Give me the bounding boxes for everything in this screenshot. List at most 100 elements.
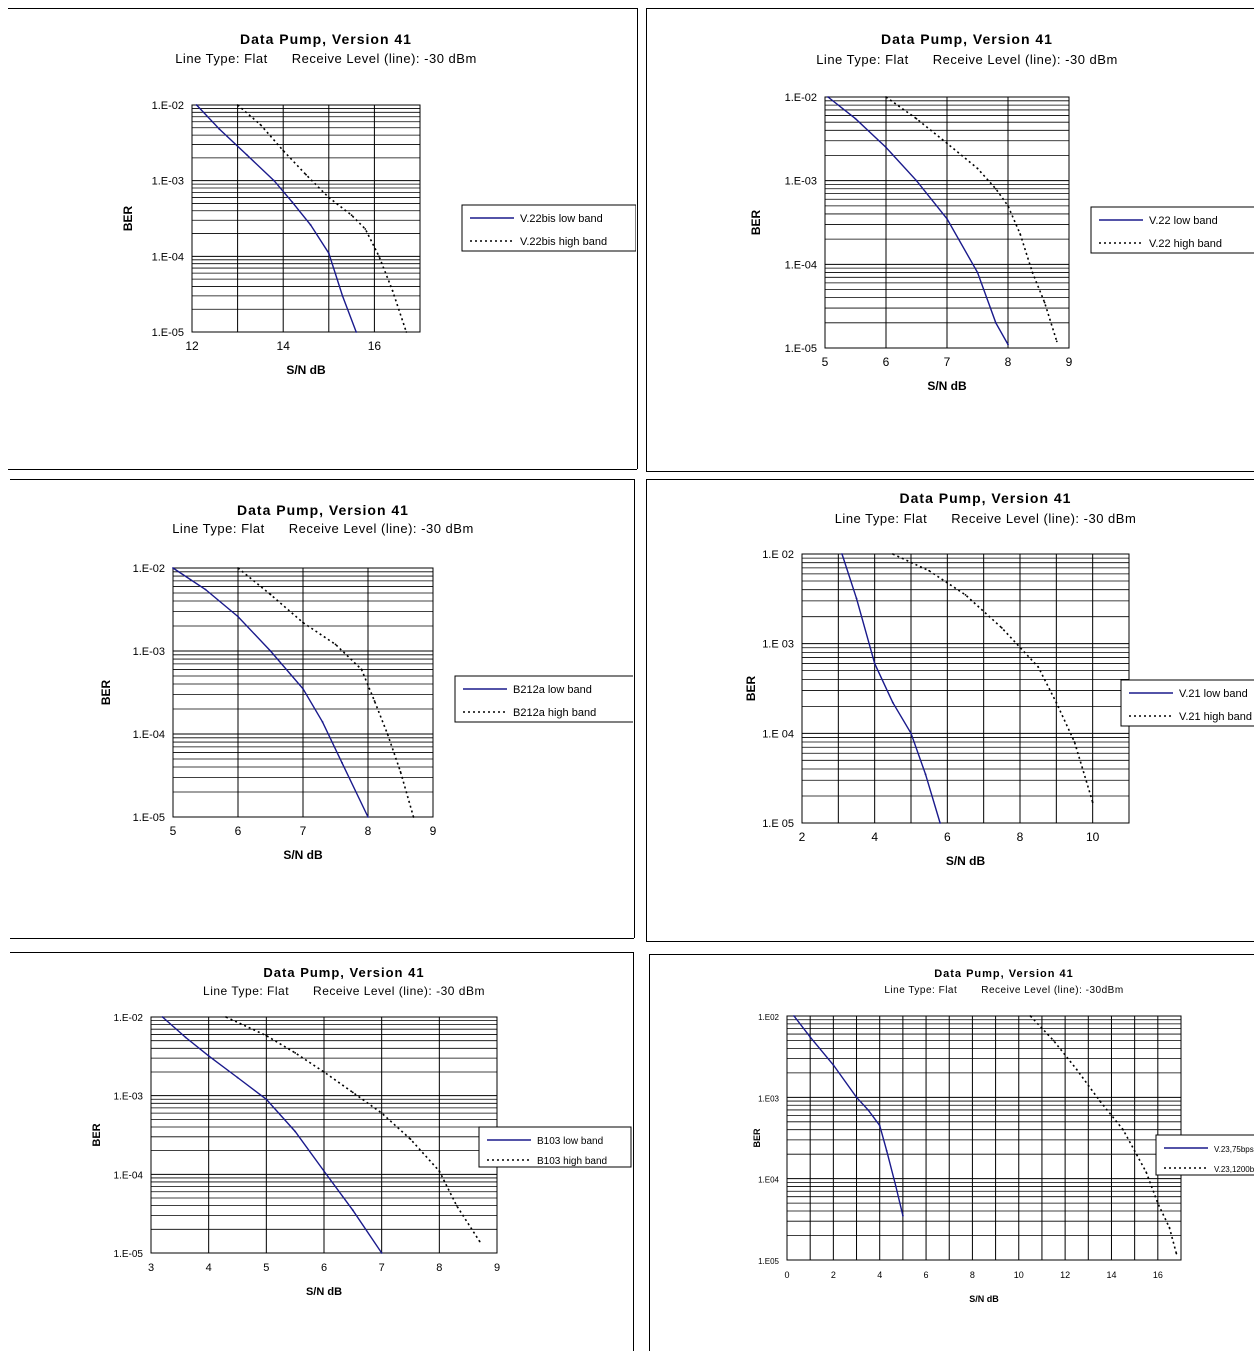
series-line [1029,1015,1178,1254]
data-point [873,662,876,665]
chart-subtitle: Line Type: Flat Receive Level (line): -30… [835,511,1137,526]
y-tick-label: 1.E-05 [114,1249,144,1260]
data-point [878,1124,881,1127]
data-point [1175,1252,1178,1255]
y-tick-label: 1.E-04 [785,259,817,271]
x-tick-label: 6 [924,1270,929,1280]
divider [8,469,637,470]
chart-title: Data Pump, Version 41 [881,31,1053,47]
data-point [928,569,931,572]
y-axis-label: BER [99,680,113,706]
legend-box [478,1126,632,1168]
chart-svg: Data Pump, Version 41 Line Type: Flat Rece… [752,968,1254,1304]
x-tick-label: 10 [1086,830,1100,844]
x-axis-label: S/N dB [286,363,326,377]
divider [646,941,1254,942]
plot-area [786,1015,1182,1261]
x-tick-label: 7 [300,824,307,838]
divider [649,954,650,1351]
x-tick-label: 4 [877,1270,882,1280]
data-point [386,733,389,735]
chart-panel: Data Pump, Version 41 Line Type: Flat Rece… [12,481,633,937]
x-tick-label: 8 [365,824,372,838]
data-point [994,187,997,190]
data-point [380,1112,383,1115]
chart-title: Data Pump, Version 41 [934,968,1074,980]
data-point [282,149,285,152]
data-point [327,196,330,199]
data-point [946,142,948,145]
x-axis-label: S/N dB [969,1294,999,1304]
divider [646,8,1254,9]
y-tick-label: 1.E 04 [762,728,794,740]
data-point [302,621,304,624]
data-point [841,553,843,555]
chart-panel: Data Pump, Version 41 Line Type: Flat Rece… [10,10,636,468]
y-tick-label: 1.E 03 [762,639,794,651]
data-point [1156,1202,1159,1205]
data-point [265,1034,268,1037]
x-tick-label: 2 [799,830,806,844]
data-point [204,588,207,591]
x-tick-label: 9 [1066,355,1073,369]
data-point [915,117,918,120]
data-point [1055,701,1058,704]
series-line [225,1016,481,1242]
chart-panel: Data Pump, Version 41 Line Type: Flat Rece… [648,481,1254,940]
data-point [399,770,402,773]
data-point [1052,1039,1055,1042]
chart-subtitle: Line Type: Flat Receive Level (line): -30… [175,51,477,66]
x-tick-label: 6 [235,824,242,838]
data-point [867,1109,870,1111]
legend-label: B103 high band [537,1156,607,1167]
x-tick-label: 8 [970,1270,975,1280]
legend-label: B103 low band [537,1136,603,1147]
data-point [976,167,979,170]
y-tick-label: 1.E-02 [152,100,184,112]
data-point [924,773,927,776]
data-point [309,224,312,226]
x-tick-label: 12 [185,339,199,353]
data-point [367,816,369,818]
divider [10,952,634,953]
divider [633,952,634,1351]
data-point [327,252,330,255]
y-tick-label: 1.E-02 [133,563,165,575]
data-point [885,1149,888,1152]
x-tick-label: 4 [871,830,878,844]
data-point [207,1055,210,1057]
data-point [294,1051,297,1054]
divider [649,954,1254,955]
chart-panel: Data Pump, Version 41 Line Type: Flat Rece… [648,10,1254,470]
series-line [162,1016,383,1254]
divider [646,479,647,941]
data-point [269,593,272,596]
subtitle-receive-level: Receive Level (line): -30 dBm [289,521,474,536]
x-axis-label: S/N dB [927,379,967,393]
legend-label: V.21 high band [1179,711,1252,723]
data-point [1043,301,1046,304]
subtitle-line-type: Line Type: Flat [816,52,909,67]
data-point [854,117,857,120]
y-axis-label: BER [749,210,763,236]
data-point [976,271,979,274]
x-tick-label: 16 [368,339,382,353]
chart-subtitle: Line Type: Flat Receive Level (line): -30… [203,984,485,998]
x-tick-label: 7 [944,355,951,369]
subtitle-receive-level: Receive Level (line): -30 dBm [313,984,485,998]
data-point [225,1016,227,1018]
legend-label: V.22 high band [1149,238,1222,250]
data-point [218,128,221,131]
data-point [360,668,363,671]
x-tick-label: 14 [1106,1270,1116,1280]
y-tick-label: 1.E-03 [785,176,817,188]
data-point [1075,1068,1078,1071]
x-tick-label: 8 [1017,830,1024,844]
divider [646,479,1254,480]
y-tick-label: 1.E 05 [762,818,794,830]
series-line [172,567,369,818]
chart-subtitle: Line Type: Flat Receive Level (line): -30… [816,52,1118,67]
data-point [1031,271,1034,274]
x-tick-label: 4 [206,1262,212,1274]
subtitle-line-type: Line Type: Flat [203,984,289,998]
